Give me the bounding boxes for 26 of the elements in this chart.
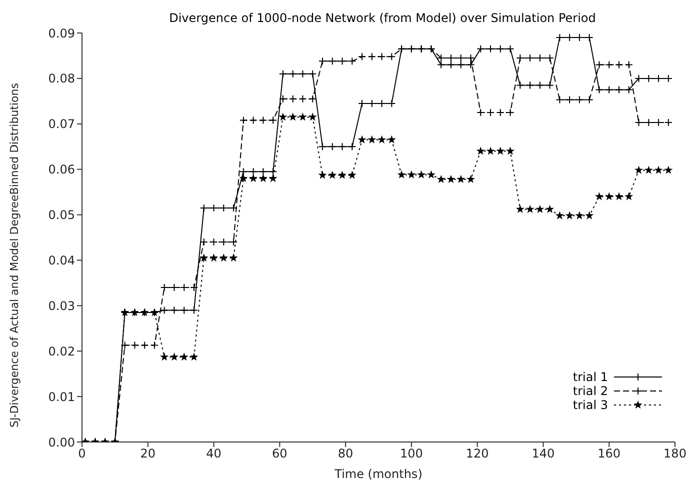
y-tick-label: 0.06: [48, 162, 75, 177]
x-tick-label: 160: [598, 446, 621, 461]
x-tick-label: 100: [400, 446, 423, 461]
x-tick-label: 180: [664, 446, 686, 461]
y-tick-label: 0.00: [48, 435, 75, 450]
x-tick-label: 0: [78, 446, 86, 461]
x-tick-label: 120: [466, 446, 489, 461]
y-tick-label: 0.02: [48, 344, 75, 358]
x-tick-label: 20: [140, 446, 156, 461]
y-tick-label: 0.04: [48, 253, 75, 268]
y-tick-label: 0.07: [48, 117, 75, 132]
legend-label: trial 3: [572, 398, 608, 412]
x-tick-label: 40: [206, 446, 222, 461]
legend-label: trial 2: [572, 384, 608, 398]
x-axis-title: Time (months): [334, 467, 422, 481]
y-tick-label: 0.01: [48, 390, 75, 404]
y-tick-label: 0.03: [48, 298, 75, 313]
y-axis-title: SJ-Divergence of Actual and Model DegreeBinned Distributions: [8, 82, 21, 428]
chart-title: Divergence of 1000-node Network (from Model) over Simulation Period: [168, 11, 597, 25]
x-tick-label: 60: [272, 446, 288, 461]
y-tick-label: 0.09: [48, 26, 75, 40]
x-tick-label: 80: [338, 446, 354, 461]
y-tick-label: 0.05: [48, 208, 75, 222]
y-tick-label: 0.08: [48, 72, 75, 86]
legend-label: trial 1: [572, 370, 608, 384]
x-tick-label: 140: [532, 446, 555, 461]
